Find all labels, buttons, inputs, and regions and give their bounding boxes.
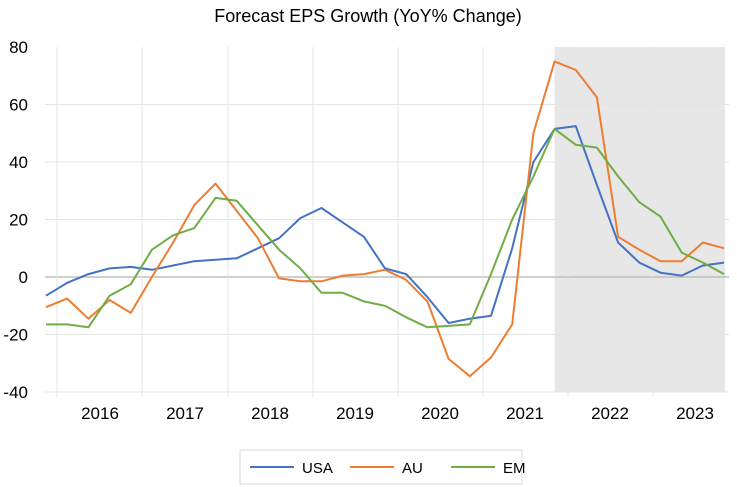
chart-title: Forecast EPS Growth (YoY% Change) (214, 6, 521, 26)
x-tick-label: 2023 (676, 404, 714, 423)
series-line-au (45, 60, 725, 378)
x-tick-label: 2021 (506, 404, 544, 423)
x-tick-label: 2016 (81, 404, 119, 423)
legend: USA AU EM (239, 449, 526, 485)
series-lines (45, 60, 725, 378)
y-tick-label: 80 (9, 38, 28, 57)
x-tick-label: 2018 (251, 404, 289, 423)
y-axis-ticks: -40 -20 0 20 40 60 80 (3, 38, 28, 402)
series-line-usa (45, 125, 725, 324)
series-line-em (46, 127, 725, 329)
y-tick-label: 0 (19, 268, 28, 287)
legend-item-au: AU (350, 460, 423, 477)
y-tick-label: 60 (9, 96, 28, 115)
legend-item-usa: USA (250, 460, 333, 477)
legend-label: AU (402, 460, 423, 477)
x-axis-ticks: 2016 2017 2018 2019 2020 2021 2022 2023 (81, 404, 714, 423)
gridlines (45, 47, 729, 397)
legend-label: USA (302, 460, 333, 477)
y-tick-label: 40 (9, 153, 28, 172)
x-tick-label: 2022 (591, 404, 629, 423)
y-tick-label: -40 (3, 383, 28, 402)
legend-item-em: EM (451, 460, 526, 477)
legend-entries: USA AU EM (250, 460, 526, 477)
x-tick-label: 2019 (336, 404, 374, 423)
x-tick-label: 2020 (421, 404, 459, 423)
legend-label: EM (503, 460, 526, 477)
y-tick-label: -20 (3, 326, 28, 345)
y-tick-label: 20 (9, 211, 28, 230)
x-tick-label: 2017 (166, 404, 204, 423)
